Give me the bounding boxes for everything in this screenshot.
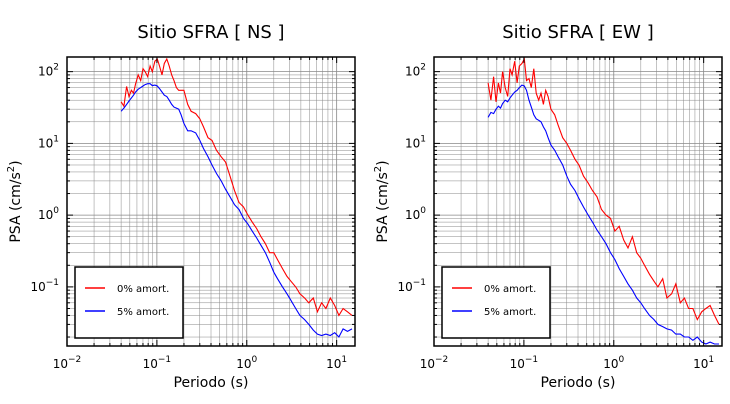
grid: [66, 57, 355, 346]
x-tick-label-base: 10: [420, 357, 435, 371]
axis-ticks: [433, 57, 722, 346]
x-tick-label-exponent: −1: [525, 355, 538, 365]
y-tick-label-base: 10: [405, 136, 420, 150]
legend: 0% amort. 5% amort.: [441, 266, 551, 339]
y-tick-label-exponent: 0: [53, 206, 59, 216]
x-tick-label-exponent: 0: [252, 355, 258, 365]
legend-box: [74, 266, 184, 339]
y-tick-label-exponent: −1: [413, 278, 426, 288]
legend-label: 0% amort.: [117, 284, 169, 295]
x-tick-label-base: 10: [510, 357, 525, 371]
y-tick-label: 10−1: [397, 278, 426, 294]
y-axis-label-main: PSA (cm/s: [8, 172, 24, 242]
series-line-damped-5: [120, 83, 353, 338]
x-tick-label: 101: [693, 355, 714, 371]
chart-title: Sitio SFRA [ NS ]: [137, 22, 284, 43]
x-tick-label: 10−2: [53, 355, 82, 371]
y-tick-label: 10−1: [30, 278, 59, 294]
y-tick-label-exponent: 2: [420, 63, 426, 73]
legend-box: [441, 266, 551, 339]
y-tick-label-base: 10: [405, 208, 420, 222]
y-tick-label-exponent: 0: [420, 206, 426, 216]
grid: [433, 57, 722, 346]
legend-label: 5% amort.: [117, 307, 169, 318]
x-tick-label-exponent: −2: [68, 355, 81, 365]
legend-label: 0% amort.: [484, 284, 536, 295]
y-tick-label-exponent: 2: [53, 63, 59, 73]
y-tick-label-base: 10: [405, 65, 420, 79]
y-axis-label: PSA (cm/s2): [6, 160, 24, 242]
x-tick-label: 101: [326, 355, 347, 371]
y-axis-label-close: ): [375, 160, 391, 165]
y-axis-label: PSA (cm/s2): [373, 160, 391, 242]
x-axis-label: Periodo (s): [541, 375, 616, 391]
y-tick-label-exponent: 1: [420, 134, 426, 144]
y-axis-label-main: PSA (cm/s: [375, 172, 391, 242]
x-tick-label-exponent: 0: [619, 355, 625, 365]
y-tick-label-exponent: 1: [53, 134, 59, 144]
y-axis-label-superscript: 2: [6, 166, 17, 172]
x-tick-label-exponent: −2: [435, 355, 448, 365]
series-line-undamped: [487, 57, 720, 325]
y-axis-label-close: ): [8, 160, 24, 165]
series-line-undamped: [120, 57, 353, 317]
x-tick-label-exponent: 1: [341, 355, 347, 365]
x-tick-label-base: 10: [693, 357, 708, 371]
y-tick-label-base: 10: [30, 280, 45, 294]
x-tick-label-base: 10: [53, 357, 68, 371]
y-tick-label-exponent: −1: [46, 278, 59, 288]
x-tick-label: 10−1: [143, 355, 172, 371]
y-tick-label: 101: [38, 134, 59, 150]
y-tick-label-base: 10: [38, 136, 53, 150]
x-tick-label: 100: [603, 355, 624, 371]
y-tick-label-base: 10: [397, 280, 412, 294]
y-tick-label: 100: [38, 206, 59, 222]
legend-label: 5% amort.: [484, 307, 536, 318]
y-tick-label-base: 10: [38, 65, 53, 79]
x-tick-label: 10−2: [420, 355, 449, 371]
x-tick-label: 100: [236, 355, 257, 371]
axis-ticks: [66, 57, 355, 346]
y-tick-label-base: 10: [38, 208, 53, 222]
y-tick-label: 102: [405, 63, 426, 79]
x-tick-label-exponent: −1: [158, 355, 171, 365]
y-tick-label: 101: [405, 134, 426, 150]
x-tick-label-exponent: 1: [708, 355, 714, 365]
x-tick-label-base: 10: [326, 357, 341, 371]
x-tick-label-base: 10: [236, 357, 251, 371]
x-tick-label: 10−1: [510, 355, 539, 371]
legend: 0% amort. 5% amort.: [74, 266, 184, 339]
x-tick-label-base: 10: [603, 357, 618, 371]
y-tick-label: 100: [405, 206, 426, 222]
x-axis-label: Periodo (s): [174, 375, 249, 391]
y-axis-label-superscript: 2: [373, 166, 384, 172]
y-tick-label: 102: [38, 63, 59, 79]
x-tick-label-base: 10: [143, 357, 158, 371]
chart-title: Sitio SFRA [ EW ]: [502, 22, 653, 43]
series-line-damped-5: [487, 84, 719, 345]
